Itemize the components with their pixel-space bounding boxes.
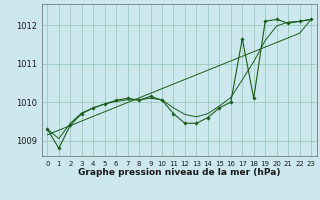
X-axis label: Graphe pression niveau de la mer (hPa): Graphe pression niveau de la mer (hPa)	[78, 168, 280, 177]
